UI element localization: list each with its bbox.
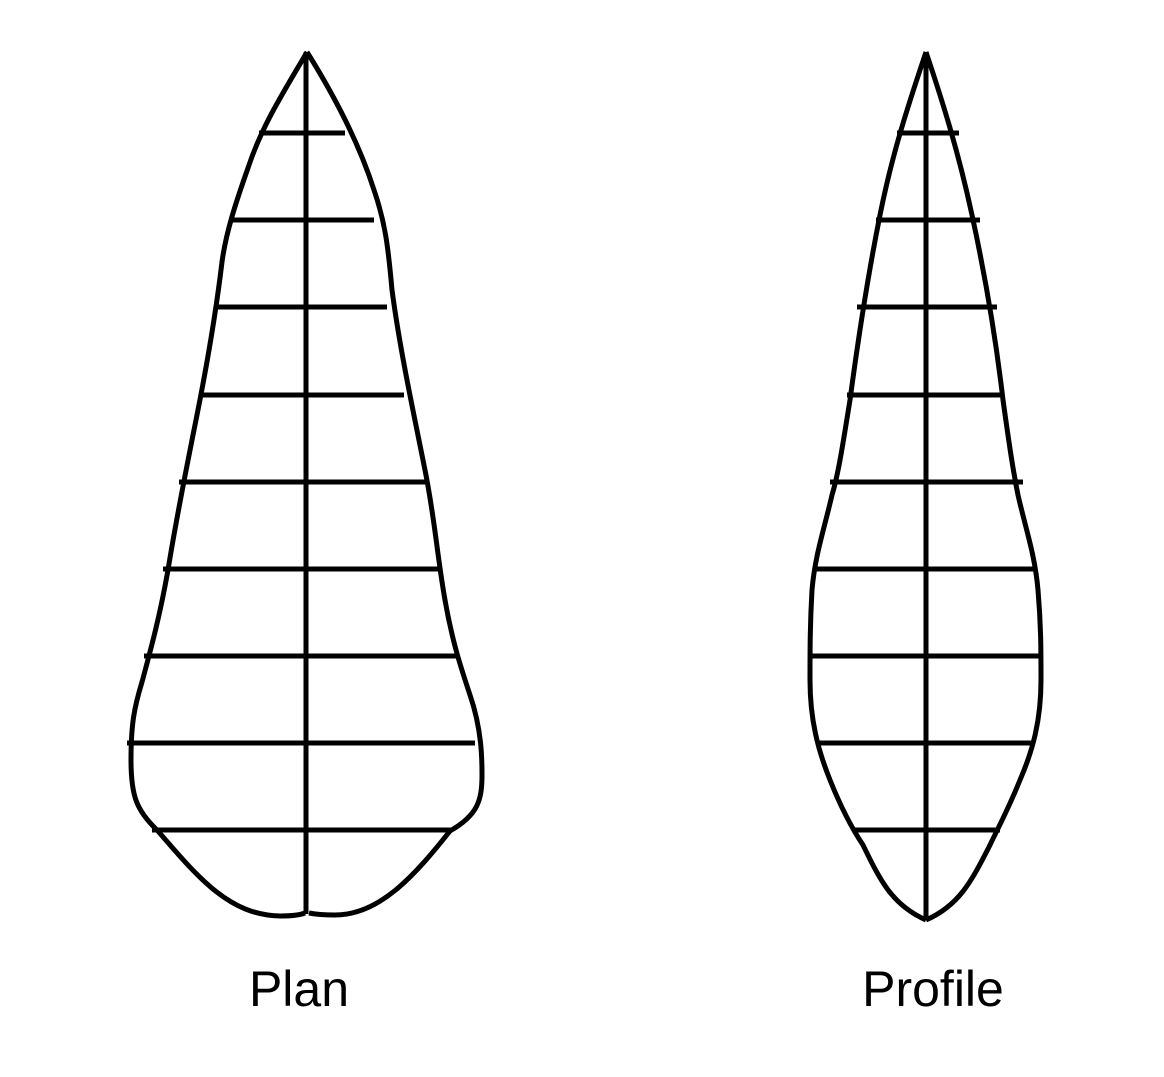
plan-outline-right: [304, 50, 485, 918]
plan-view: Plan: [127, 50, 485, 1017]
profile-outline-left: [807, 51, 929, 923]
plan-outline-left: [128, 50, 310, 919]
profile-view: Profile: [807, 51, 1044, 1017]
profile-outline-right: [923, 51, 1044, 923]
plan-label: Plan: [249, 961, 349, 1017]
profile-label: Profile: [862, 961, 1004, 1017]
